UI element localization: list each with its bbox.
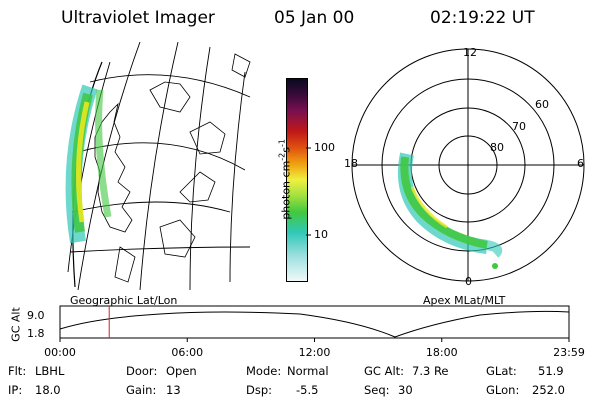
- polar-plot: [351, 48, 585, 282]
- meridian-line: [139, 42, 179, 290]
- geographic-map: [65, 42, 251, 290]
- polar-aurora: [397, 152, 503, 258]
- colorbar-tick-10: 10: [314, 228, 328, 241]
- glat-value: 51.9: [538, 364, 564, 378]
- altitude-ylabel: GC Alt: [9, 307, 23, 342]
- mlat-label-60: 60: [535, 98, 549, 111]
- gain-value: 13: [166, 383, 181, 397]
- ip-value: 18.0: [35, 383, 61, 397]
- mlt-label-0: 0: [465, 275, 472, 288]
- meridian-line: [77, 42, 141, 290]
- altitude-xtick-label: 00:00: [44, 346, 76, 359]
- door-value: Open: [166, 364, 197, 378]
- coastline: [179, 171, 216, 203]
- apex-caption: Apex MLat/MLT: [423, 294, 506, 307]
- colorbar-ticks: [306, 147, 311, 236]
- coastline: [149, 81, 191, 113]
- mlt-label-6: 6: [577, 157, 584, 170]
- mode-label: Mode:: [246, 364, 282, 378]
- parallel-line: [69, 246, 251, 253]
- altitude-frame: [59, 305, 570, 339]
- polar-point: [492, 263, 498, 269]
- meridian-line: [189, 46, 211, 290]
- seq-value: 30: [398, 383, 413, 397]
- time-label: 02:19:22 UT: [430, 8, 535, 28]
- altitude-ytick-top: 9.0: [27, 309, 45, 322]
- colorbar: [286, 78, 308, 282]
- altitude-plot: [59, 305, 570, 342]
- gain-label: Gain:: [126, 383, 157, 397]
- flt-label: Flt:: [8, 364, 27, 378]
- meridian-line: [229, 71, 246, 283]
- altitude-ytick-bottom: 1.8: [27, 327, 45, 340]
- coastline: [189, 121, 226, 155]
- altitude-xtick-label: 12:00: [298, 346, 331, 359]
- geographic-caption: Geographic Lat/Lon: [70, 294, 178, 307]
- gcalt-label: GC Alt:: [364, 364, 405, 378]
- flt-value: LBHL: [35, 364, 65, 378]
- colorbar-tick-100: 100: [314, 141, 335, 154]
- mlt-label-12: 12: [463, 46, 477, 59]
- aurora-band: [65, 84, 112, 244]
- glat-label: GLat:: [486, 364, 517, 378]
- dsp-value: -5.5: [296, 383, 319, 397]
- coastline: [114, 246, 136, 283]
- mlat-label-70: 70: [512, 120, 526, 133]
- ip-label: IP:: [8, 383, 23, 397]
- glon-value: 252.0: [532, 383, 565, 397]
- altitude-curve: [59, 310, 570, 338]
- parallel-line: [71, 201, 231, 213]
- dsp-label: Dsp:: [246, 383, 273, 397]
- meridian-line: [67, 61, 111, 273]
- app-title: Ultraviolet Imager: [61, 8, 215, 28]
- mlat-label-80: 80: [490, 141, 504, 154]
- date-label: 05 Jan 00: [274, 8, 355, 28]
- coastline: [231, 53, 251, 78]
- door-label: Door:: [126, 364, 158, 378]
- colorbar-unit-label: photon cm-2s-1: [277, 139, 293, 220]
- mlt-label-18: 18: [344, 157, 358, 170]
- seq-label: Seq:: [364, 383, 390, 397]
- altitude-xtick-label: 18:00: [425, 346, 458, 359]
- glon-label: GLon:: [486, 383, 520, 397]
- parallel-line: [89, 74, 251, 98]
- altitude-xtick-label: 23:59: [553, 346, 585, 359]
- coastline: [159, 219, 196, 258]
- gcalt-value: 7.3 Re: [412, 364, 449, 378]
- altitude-xtick-label: 06:00: [171, 346, 204, 359]
- mode-value: Normal: [287, 364, 329, 378]
- coastline: [94, 102, 133, 233]
